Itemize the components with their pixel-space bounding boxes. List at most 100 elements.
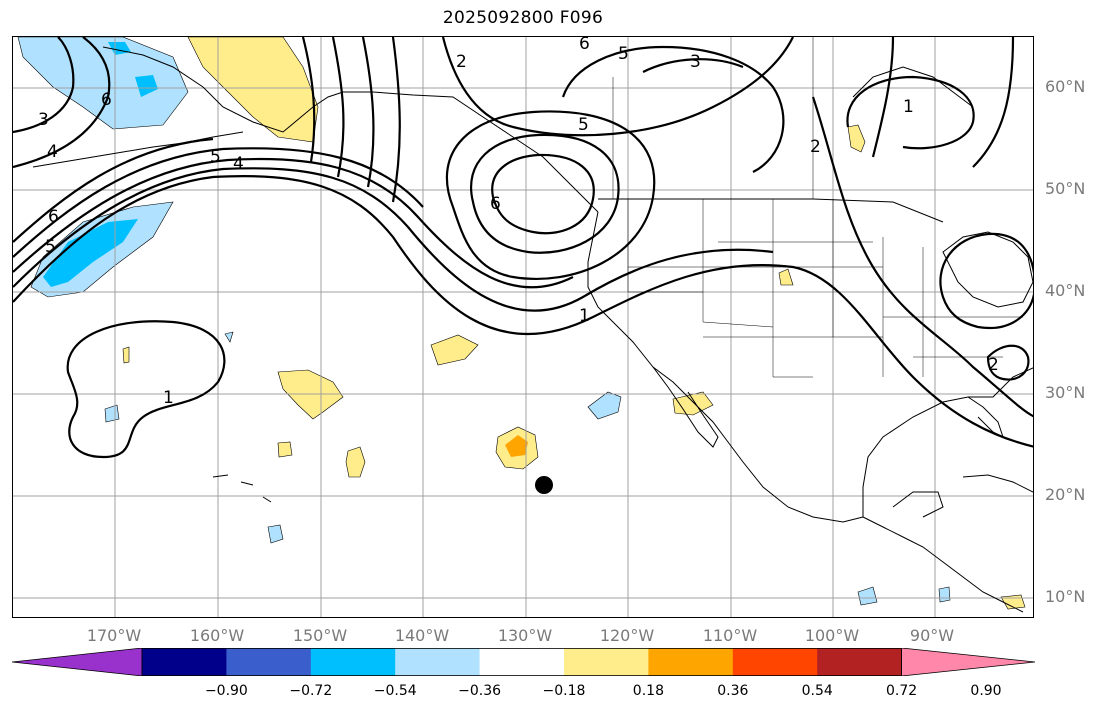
baja-peninsula bbox=[652, 366, 719, 448]
lon-label-100w: 100°W bbox=[804, 626, 860, 645]
contour-label: 6 bbox=[48, 207, 59, 227]
state-borders bbox=[612, 37, 1023, 378]
contour-lines bbox=[13, 37, 1033, 459]
contour-label: 3 bbox=[690, 52, 701, 72]
contour-ridge-4 bbox=[13, 147, 424, 258]
central-america bbox=[862, 516, 1024, 613]
lat-label-40n: 40°N bbox=[1045, 281, 1086, 300]
colorbar bbox=[12, 648, 1036, 676]
contour-gulf-loop bbox=[986, 344, 1030, 381]
positive-region-mid-pacific-2 bbox=[430, 334, 479, 366]
contour-label: 2 bbox=[988, 355, 999, 375]
storm-center-marker[interactable] bbox=[535, 476, 553, 494]
colorbar-segment bbox=[395, 648, 481, 676]
positive-region-rockies bbox=[778, 268, 794, 286]
positive-region-alaska-south bbox=[187, 37, 319, 143]
negative-region-small-5 bbox=[224, 331, 234, 343]
contour-label: 5 bbox=[618, 44, 629, 64]
colorbar-segment bbox=[564, 648, 649, 676]
negative-region-small-2 bbox=[267, 524, 284, 544]
contour-label: 5 bbox=[210, 147, 221, 167]
positive-region-hawaii-north bbox=[345, 446, 366, 478]
lon-label-110w: 110°W bbox=[702, 626, 758, 645]
contour-trough-west bbox=[13, 37, 111, 169]
graticule bbox=[13, 37, 1033, 617]
contour-great-lakes-low bbox=[939, 232, 1033, 330]
contour-label: 6 bbox=[579, 37, 590, 54]
colorbar-tick-label: −0.54 bbox=[373, 683, 417, 699]
contour-ridge-2 bbox=[13, 167, 774, 312]
contour-label: 2 bbox=[456, 52, 467, 72]
negative-region-small-1 bbox=[104, 404, 120, 423]
strong-positive-region-mid-pacific bbox=[505, 435, 528, 457]
contour-north-2 bbox=[561, 45, 785, 173]
great-lakes bbox=[942, 231, 1033, 308]
colorbar-tick-label: 0.90 bbox=[970, 683, 1002, 699]
colorbar-segment bbox=[310, 648, 396, 676]
contour-label: 3 bbox=[38, 110, 49, 130]
strong-negative-region-alaska-2 bbox=[135, 75, 158, 97]
contour-vertical-2 bbox=[331, 37, 345, 178]
contour-east-3 bbox=[972, 37, 1015, 168]
hawaii-islands bbox=[212, 474, 272, 503]
contour-label: 6 bbox=[101, 90, 112, 110]
contour-label: 5 bbox=[578, 115, 589, 135]
colorbar-extend-high bbox=[901, 648, 1036, 676]
contour-label: 1 bbox=[903, 97, 914, 117]
lat-label-10n: 10°N bbox=[1045, 587, 1086, 606]
contour-ridge-3 bbox=[13, 157, 574, 289]
lon-label-160w: 160°W bbox=[189, 626, 245, 645]
contour-ridge-1 bbox=[13, 175, 1033, 448]
aleutian-chain bbox=[32, 131, 244, 168]
colorbar-extend-low bbox=[12, 648, 143, 676]
colorbar-tick-label: −0.72 bbox=[289, 683, 333, 699]
colorbar-tick-label: 0.54 bbox=[801, 683, 833, 699]
lon-label-140w: 140°W bbox=[394, 626, 450, 645]
colorbar-segment bbox=[226, 648, 312, 676]
contour-east-2 bbox=[871, 37, 895, 158]
lat-label-60n: 60°N bbox=[1045, 77, 1086, 96]
cuba bbox=[962, 474, 1033, 493]
contour-label: 6 bbox=[490, 194, 501, 214]
contour-low-middle bbox=[470, 133, 620, 254]
colorbar-segment bbox=[648, 648, 734, 676]
contour-label: 1 bbox=[163, 388, 174, 408]
lon-label-170w: 170°W bbox=[86, 626, 142, 645]
contour-label-group: 6 5 3 2 5 6 6 4 5 4 6 5 1 1 2 2 1 3 bbox=[38, 37, 999, 408]
hudson-bay bbox=[852, 66, 974, 108]
anomaly-shading bbox=[17, 37, 1026, 610]
negative-region-small-3 bbox=[857, 586, 878, 606]
lon-label-90w: 90°W bbox=[909, 626, 955, 645]
contour-label: 4 bbox=[233, 154, 244, 174]
lat-label-50n: 50°N bbox=[1045, 179, 1086, 198]
negative-region-california-offshore bbox=[587, 391, 622, 420]
colorbar-segment bbox=[142, 648, 227, 676]
contour-vertical-4 bbox=[391, 37, 401, 203]
lon-label-130w: 130°W bbox=[497, 626, 553, 645]
contour-low-inner bbox=[491, 153, 595, 235]
colorbar-outline bbox=[141, 648, 902, 676]
alaska-coast bbox=[102, 46, 599, 213]
negative-region-alaska bbox=[17, 37, 189, 130]
colorbar-tick-label: 0.18 bbox=[632, 683, 664, 699]
map-panel[interactable]: 6 5 3 2 5 6 6 4 5 4 6 5 1 1 2 2 1 3 bbox=[12, 36, 1034, 618]
strong-negative-region-pacific-west bbox=[43, 219, 138, 287]
lat-label-20n: 20°N bbox=[1045, 485, 1086, 504]
positive-region-small-2 bbox=[122, 346, 130, 364]
contour-label: 1 bbox=[579, 306, 590, 326]
map-canvas: 6 5 3 2 5 6 6 4 5 4 6 5 1 1 2 2 1 3 bbox=[13, 37, 1033, 617]
map-title: 2025092800 F096 bbox=[442, 8, 604, 28]
lat-label-30n: 30°N bbox=[1045, 383, 1086, 402]
colorbar-tick-label: −0.18 bbox=[542, 683, 586, 699]
contour-pacific-loop bbox=[66, 320, 226, 459]
contour-canada-high bbox=[846, 75, 975, 150]
colorbar-tick-label: −0.90 bbox=[204, 683, 248, 699]
colorbar-segment bbox=[817, 648, 903, 676]
lon-label-120w: 120°W bbox=[599, 626, 655, 645]
positive-region-canada bbox=[847, 124, 866, 153]
contour-vertical-3 bbox=[361, 37, 375, 188]
colorbar-tick-label: 0.36 bbox=[717, 683, 749, 699]
yucatan bbox=[892, 491, 944, 518]
contour-label: 4 bbox=[47, 142, 58, 162]
contour-trough-west-2 bbox=[13, 37, 75, 134]
